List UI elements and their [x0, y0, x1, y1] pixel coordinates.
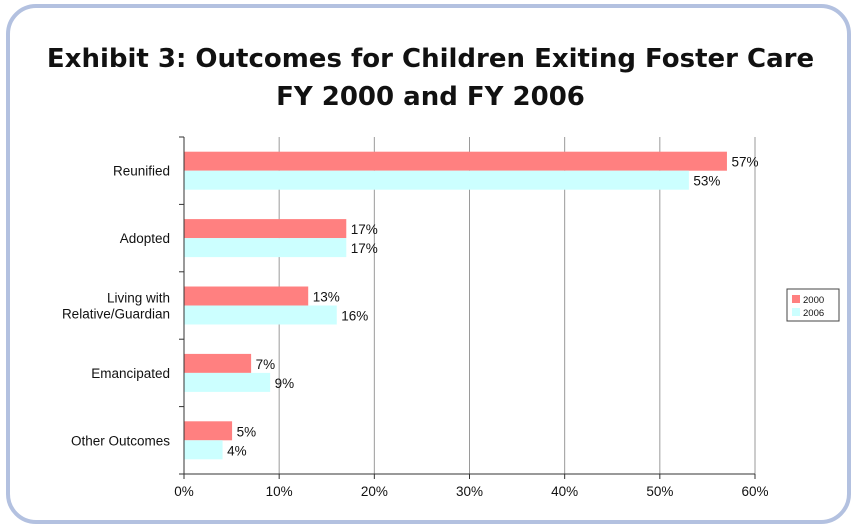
x-tick-label: 50% [646, 484, 673, 499]
data-label: 7% [256, 357, 276, 372]
bar-2000 [184, 219, 347, 239]
category-label: Living with [107, 291, 170, 306]
chart-title-line1: Exhibit 3: Outcomes for Children Exiting… [46, 44, 815, 74]
bar-2006 [184, 440, 223, 460]
bar-2000 [184, 353, 252, 373]
x-tick-label: 40% [551, 484, 578, 499]
x-tick-label: 20% [361, 484, 388, 499]
x-tick-label: 60% [741, 484, 768, 499]
legend-label: 2000 [803, 295, 824, 306]
data-label: 9% [275, 376, 295, 391]
legend-swatch [792, 295, 800, 303]
bar-2000 [184, 286, 309, 306]
bar-2006 [184, 305, 337, 325]
x-tick-label: 0% [174, 484, 194, 499]
x-tick-label: 10% [266, 484, 293, 499]
bar-chart: 0% 10% 20% 30% 40% 50% 60% Reunified 57% 53% Adopt… [62, 136, 840, 499]
data-label: 17% [351, 241, 378, 256]
data-label: 57% [731, 155, 758, 170]
legend-label: 2006 [803, 308, 824, 319]
bar-2006 [184, 238, 347, 258]
legend-swatch [792, 308, 800, 316]
bar-2000 [184, 151, 727, 171]
chart-subtitle: FY 2000 and FY 2006 [276, 82, 585, 112]
chart-title: Exhibit 3: Outcomes for Children Exiting… [0, 40, 861, 116]
chart-frame [6, 4, 851, 524]
data-label: 5% [237, 424, 257, 439]
data-label: 53% [693, 174, 720, 189]
category-label: Other Outcomes [71, 433, 170, 448]
category-label: Reunified [113, 164, 170, 179]
bar-2006 [184, 170, 689, 190]
data-label: 13% [313, 290, 340, 305]
data-label: 17% [351, 222, 378, 237]
data-label: 4% [227, 443, 247, 458]
bar-2006 [184, 372, 271, 392]
category-label: Adopted [120, 231, 170, 246]
data-label: 16% [341, 309, 368, 324]
category-label: Emancipated [91, 366, 170, 381]
x-tick-label: 30% [456, 484, 483, 499]
bar-2000 [184, 421, 233, 441]
category-label: Relative/Guardian [62, 307, 170, 322]
